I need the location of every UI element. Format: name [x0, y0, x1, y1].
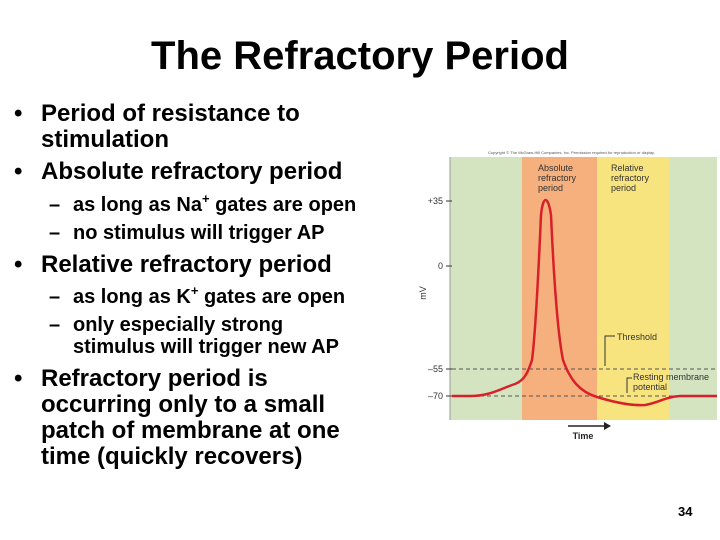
resting-label-2: potential: [633, 382, 667, 392]
absolute-refractory-zone: [522, 157, 597, 420]
tick-label-0: 0: [438, 261, 443, 271]
sub-bullet-dash: –: [49, 286, 61, 308]
threshold-pointer: [604, 335, 615, 366]
bullet-dot: •: [14, 158, 23, 185]
sub-bullet-dash: –: [49, 314, 61, 336]
bullet-text-line: patch of membrane at one: [41, 417, 340, 444]
sub-bullet-text-line: only especially strong: [73, 314, 284, 336]
bullet-relative: • Relative refractory period: [14, 251, 332, 278]
sub-bullet-text: as long as Na: [73, 194, 202, 216]
bullet-text-line: time (quickly recovers): [41, 443, 303, 470]
sub-bullet-dash: –: [49, 222, 61, 244]
threshold-label: Threshold: [617, 332, 657, 342]
zone-absolute-label-2: refractory: [538, 173, 577, 183]
bullet-patch: • Refractory period is occurring only to…: [14, 365, 340, 470]
bullet-text-line: occurring only to a small: [41, 391, 326, 418]
sub-bullet-strong-stimulus: – only especially strong stimulus will t…: [49, 314, 339, 358]
bullet-dot: •: [14, 365, 23, 392]
action-potential-trace: [452, 198, 717, 407]
slide-title: The Refractory Period: [151, 34, 569, 78]
sub-bullet-text: no stimulus will trigger AP: [73, 222, 325, 244]
copyright-text: Copyright © The McGraw-Hill Companies, I…: [488, 150, 655, 155]
sub-bullet-no-stimulus: – no stimulus will trigger AP: [49, 222, 325, 244]
bullet-text-line: Absolute refractory period: [41, 158, 343, 185]
zone-relative-label-3: period: [611, 183, 636, 193]
x-axis-label: Time: [573, 431, 594, 441]
bullet-text-line: Relative refractory period: [41, 251, 332, 278]
time-arrow-head-icon: [604, 422, 611, 430]
tick-label-70: –70: [428, 391, 443, 401]
bullet-text-line: Refractory period is: [41, 365, 268, 392]
sub-bullet-k-gates: – as long as K+ gates are open: [49, 283, 346, 310]
sub-bullet-dash: –: [49, 194, 61, 216]
relative-refractory-zone: [597, 157, 669, 420]
resting-label-1: Resting membrane: [633, 372, 709, 382]
superscript-plus: +: [190, 283, 199, 298]
page-number: 34: [678, 504, 693, 519]
sub-bullet-text-line: stimulus will trigger new AP: [73, 336, 339, 358]
tick-label-55: –55: [428, 364, 443, 374]
sub-bullet-text: gates are open: [209, 194, 357, 216]
tick-label-35: +35: [428, 196, 443, 206]
y-axis-label: mV: [418, 286, 428, 300]
zone-absolute-label-3: period: [538, 183, 563, 193]
sub-bullet-na-gates: – as long as Na+ gates are open: [49, 191, 357, 218]
sub-bullet-text: as long as K: [73, 286, 191, 308]
bullet-dot: •: [14, 251, 23, 278]
resting-pointer: [626, 377, 632, 393]
zone-relative-label-1: Relative: [611, 163, 644, 173]
bullet-resistance: • Period of resistance to stimulation: [14, 100, 300, 153]
zone-absolute-label-1: Absolute: [538, 163, 573, 173]
superscript-plus: +: [201, 191, 210, 206]
bullet-text-line: Period of resistance to: [41, 100, 300, 127]
bullet-dot: •: [14, 100, 23, 127]
sub-bullet-text: gates are open: [198, 286, 346, 308]
bullet-text-line: stimulation: [41, 126, 170, 153]
zone-relative-label-2: refractory: [611, 173, 650, 183]
bullet-absolute: • Absolute refractory period: [14, 158, 343, 185]
